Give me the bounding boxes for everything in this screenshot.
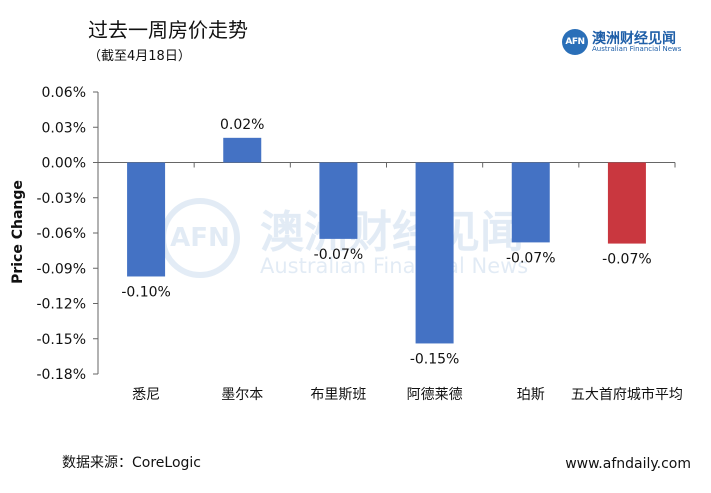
y-tick-label: 0.06% bbox=[42, 85, 86, 101]
data-label: -0.07% bbox=[602, 252, 652, 268]
chart-subtitle: （截至4月18日） bbox=[88, 49, 191, 64]
y-tick-label: -0.09% bbox=[36, 261, 86, 277]
data-label: -0.15% bbox=[410, 351, 460, 367]
data-source: 数据来源：CoreLogic bbox=[62, 455, 201, 471]
y-tick-label: 0.03% bbox=[42, 120, 86, 136]
bar bbox=[607, 162, 646, 244]
x-tick-label: 悉尼 bbox=[132, 387, 160, 403]
afn-logo-icon: AFN bbox=[562, 29, 588, 55]
afn-logo: AFN 澳洲财经见闻 Australian Financial News bbox=[562, 29, 702, 57]
y-tick-label: -0.12% bbox=[36, 297, 86, 313]
bar bbox=[127, 162, 166, 277]
data-label: 0.02% bbox=[220, 117, 264, 133]
bar bbox=[511, 162, 550, 243]
y-tick-label: 0.00% bbox=[42, 156, 86, 172]
data-label: -0.07% bbox=[314, 247, 364, 263]
y-tick-label: -0.03% bbox=[36, 191, 86, 207]
x-tick-label: 五大首府城市平均 bbox=[571, 386, 683, 403]
y-tick-label: -0.15% bbox=[36, 332, 86, 348]
logo-name-cn: 澳洲财经见闻 bbox=[592, 31, 676, 47]
data-label: -0.10% bbox=[121, 284, 171, 300]
y-tick-label: -0.06% bbox=[36, 226, 86, 242]
bar bbox=[319, 162, 358, 239]
y-tick-label: -0.18% bbox=[36, 367, 86, 383]
chart-title: 过去一周房价走势 bbox=[88, 18, 248, 42]
bar bbox=[415, 162, 454, 344]
logo-name-en: Australian Financial News bbox=[592, 45, 682, 53]
x-tick-label: 布里斯班 bbox=[310, 387, 366, 403]
x-tick-label: 墨尔本 bbox=[221, 387, 263, 403]
x-tick-label: 阿德莱德 bbox=[407, 387, 463, 403]
x-tick-label: 珀斯 bbox=[517, 387, 545, 403]
bar bbox=[223, 137, 262, 163]
website-url[interactable]: www.afndaily.com bbox=[565, 456, 691, 472]
data-label: -0.07% bbox=[506, 250, 556, 266]
